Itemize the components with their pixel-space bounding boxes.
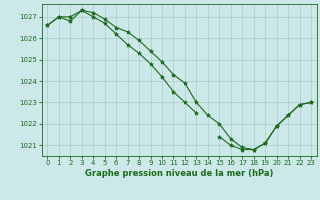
X-axis label: Graphe pression niveau de la mer (hPa): Graphe pression niveau de la mer (hPa) [85, 169, 273, 178]
